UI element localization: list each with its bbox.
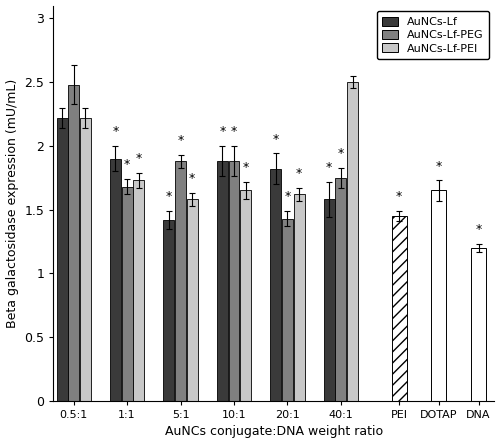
- Bar: [186, 199, 198, 401]
- Y-axis label: Beta galactosidase expression (mU/mL): Beta galactosidase expression (mU/mL): [6, 79, 18, 328]
- Bar: [324, 199, 334, 401]
- Text: *: *: [189, 172, 196, 185]
- Text: *: *: [326, 161, 332, 174]
- Text: *: *: [284, 190, 290, 203]
- Bar: [175, 161, 186, 401]
- Text: *: *: [272, 133, 279, 146]
- Bar: [110, 159, 121, 401]
- Bar: [336, 178, 346, 401]
- Bar: [134, 180, 144, 401]
- Bar: [228, 161, 239, 401]
- Bar: [392, 216, 406, 401]
- Bar: [282, 218, 293, 401]
- Bar: [122, 186, 132, 401]
- Text: *: *: [178, 134, 184, 147]
- Text: *: *: [112, 125, 118, 138]
- Text: *: *: [396, 190, 402, 203]
- Bar: [294, 194, 304, 401]
- Text: *: *: [136, 152, 142, 165]
- Bar: [217, 161, 228, 401]
- Bar: [240, 190, 251, 401]
- Text: *: *: [219, 125, 226, 138]
- Text: *: *: [231, 125, 237, 138]
- Bar: [56, 118, 68, 401]
- Legend: AuNCs-Lf, AuNCs-Lf-PEG, AuNCs-Lf-PEI: AuNCs-Lf, AuNCs-Lf-PEG, AuNCs-Lf-PEI: [376, 11, 489, 59]
- Bar: [80, 118, 91, 401]
- Bar: [164, 220, 174, 401]
- Bar: [471, 248, 486, 401]
- Text: *: *: [166, 190, 172, 203]
- Text: *: *: [436, 159, 442, 173]
- Text: *: *: [296, 167, 302, 180]
- Text: *: *: [242, 161, 249, 174]
- X-axis label: AuNCs conjugate:DNA weight ratio: AuNCs conjugate:DNA weight ratio: [164, 425, 383, 438]
- Text: *: *: [124, 159, 130, 171]
- Text: *: *: [338, 147, 344, 160]
- Bar: [347, 82, 358, 401]
- Text: *: *: [476, 223, 482, 236]
- Bar: [68, 85, 79, 401]
- Bar: [432, 190, 446, 401]
- Bar: [270, 169, 281, 401]
